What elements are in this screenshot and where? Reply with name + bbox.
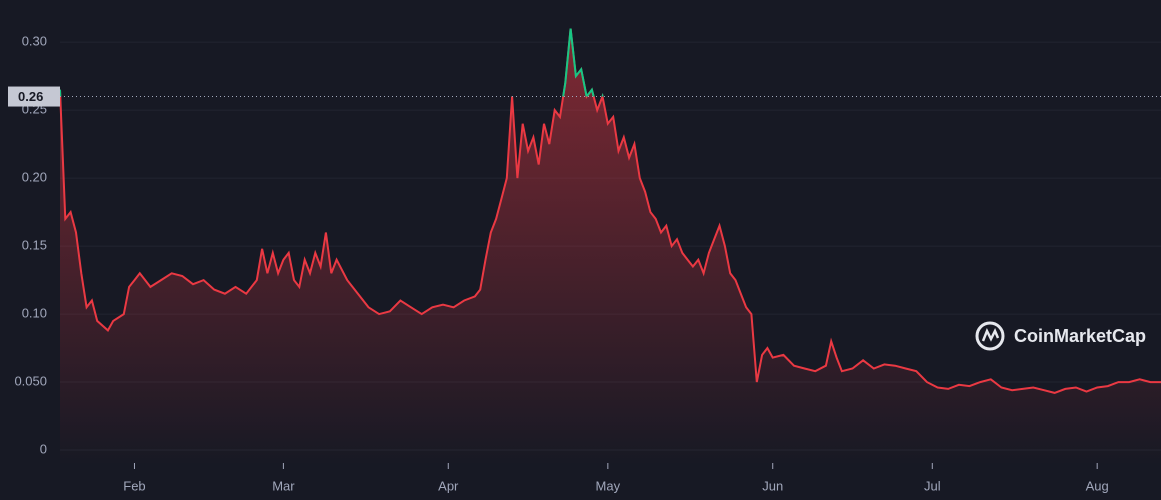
x-tick-label: May bbox=[596, 478, 621, 493]
x-tick-label: Apr bbox=[438, 478, 459, 493]
reference-label-box bbox=[8, 86, 60, 107]
watermark-logo bbox=[975, 321, 1005, 351]
x-tick-label: Jul bbox=[924, 478, 941, 493]
price-area bbox=[60, 28, 1161, 465]
y-tick-label: 0.30 bbox=[22, 34, 47, 49]
x-tick-label: Jun bbox=[762, 478, 783, 493]
x-tick-label: Mar bbox=[272, 478, 295, 493]
y-tick-label: 0.20 bbox=[22, 170, 47, 185]
y-tick-label: 0.050 bbox=[14, 373, 47, 388]
x-tick-label: Aug bbox=[1086, 478, 1109, 493]
watermark-text: CoinMarketCap bbox=[1014, 326, 1146, 346]
reference-label: 0.26 bbox=[18, 89, 43, 104]
watermark: CoinMarketCap bbox=[975, 321, 1146, 351]
y-tick-label: 0 bbox=[40, 441, 47, 456]
y-tick-label: 0.10 bbox=[22, 306, 47, 321]
x-tick-label: Feb bbox=[123, 478, 145, 493]
price-line-above-reference bbox=[59, 28, 604, 97]
watermark-logo-mark bbox=[981, 327, 1000, 342]
y-tick-label: 0.15 bbox=[22, 238, 47, 253]
